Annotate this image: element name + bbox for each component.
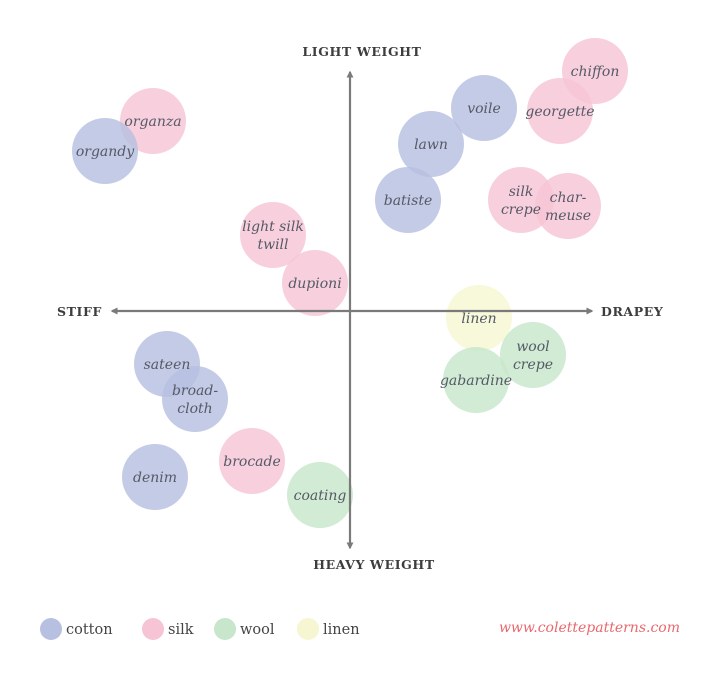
website-credit: www.colettepatterns.com: [499, 620, 680, 636]
axis-label-right: DRAPEY: [601, 304, 664, 319]
legend-item-linen: linen: [297, 618, 360, 640]
axis-label-top: LIGHT WEIGHT: [302, 44, 421, 59]
fabric-circle-wool-crepe: [500, 322, 566, 388]
fabric-label-wool-crepe: wool crepe: [513, 339, 553, 373]
legend-label-linen: linen: [323, 622, 360, 638]
legend-swatch-cotton: [40, 618, 62, 640]
fabric-circle-denim: [122, 444, 188, 510]
axes: [110, 70, 594, 550]
fabric-circle-georgette: [527, 78, 593, 144]
fabric-circle-broadcloth: [162, 366, 228, 432]
fabric-circle-linen: [446, 285, 512, 351]
fabric-label-line: georgette: [525, 104, 594, 120]
fabric-label-line: voile: [467, 101, 501, 117]
fabric-circle-organdy: [72, 118, 138, 184]
fabric-label-line: denim: [133, 470, 177, 486]
fabric-label-line: silk: [509, 184, 534, 200]
fabric-label-line: lawn: [414, 137, 448, 153]
fabric-circle-voile: [451, 75, 517, 141]
fabric-label-line: linen: [461, 311, 496, 327]
fabric-circle-coating: [287, 462, 353, 528]
fabric-label-dupioni: dupioni: [288, 276, 341, 292]
fabric-label-brocade: brocade: [223, 454, 281, 470]
fabric-label-line: dupioni: [288, 276, 341, 292]
fabric-label-batiste: batiste: [384, 193, 433, 209]
legend-swatch-silk: [142, 618, 164, 640]
fabric-circle-charmeuse: [535, 173, 601, 239]
fabric-label-linen: linen: [461, 311, 496, 327]
fabric-label-line: wool: [516, 339, 549, 355]
fabric-circle-gabardine: [443, 347, 509, 413]
legend-swatch-linen: [297, 618, 319, 640]
fabric-circle-lawn: [398, 111, 464, 177]
fabric-circles: [72, 38, 628, 528]
fabric-label-chiffon: chiffon: [571, 64, 620, 80]
legend-label-cotton: cotton: [66, 622, 113, 638]
axis-label-left: STIFF: [57, 304, 102, 319]
legend-item-cotton: cotton: [40, 618, 113, 640]
fabric-label-broadcloth: broad-cloth: [172, 383, 218, 417]
fabric-label-charmeuse: char-meuse: [545, 190, 591, 224]
fabric-labels: organza organdy chiffon voile georgette lawn b…: [76, 64, 620, 504]
fabric-label-silk-crepe: silk crepe: [501, 184, 541, 218]
legend-item-silk: silk: [142, 618, 194, 640]
fabric-label-line: crepe: [513, 357, 553, 373]
fabric-label-line: brocade: [223, 454, 281, 470]
fabric-label-sateen: sateen: [144, 357, 191, 373]
fabric-label-georgette: georgette: [525, 104, 594, 120]
fabric-circle-brocade: [219, 428, 285, 494]
axis-label-bottom: HEAVY WEIGHT: [313, 557, 435, 572]
fabric-label-line: broad-: [172, 383, 218, 399]
fabric-label-line: cloth: [177, 401, 212, 417]
fabric-label-line: twill: [257, 237, 288, 253]
fabric-label-line: organdy: [76, 144, 135, 160]
fabric-label-line: organza: [124, 114, 181, 130]
fabric-label-coating: coating: [294, 488, 347, 504]
fabric-label-line: gabardine: [440, 373, 512, 389]
fabric-bubbles: organza organdy chiffon voile georgette lawn b…: [72, 38, 628, 528]
fabric-label-line: light silk: [242, 219, 304, 235]
fabric-circle-organza: [120, 88, 186, 154]
legend-item-wool: wool: [214, 618, 275, 640]
fabric-label-line: sateen: [144, 357, 191, 373]
fabric-label-line: coating: [294, 488, 347, 504]
fabric-label-voile: voile: [467, 101, 501, 117]
fabric-label-line: char-: [550, 190, 587, 206]
fabric-label-line: chiffon: [571, 64, 620, 80]
legend-swatch-wool: [214, 618, 236, 640]
fabric-label-lawn: lawn: [414, 137, 448, 153]
fabric-label-denim: denim: [133, 470, 177, 486]
fabric-label-line: crepe: [501, 202, 541, 218]
fabric-circle-light-silk-twill: [240, 202, 306, 268]
legend: cotton silk wool linen: [40, 618, 360, 640]
fabric-label-line: meuse: [545, 208, 591, 224]
fabric-label-organza: organza: [124, 114, 181, 130]
fabric-label-line: batiste: [384, 193, 433, 209]
legend-label-wool: wool: [240, 622, 275, 638]
fabric-label-organdy: organdy: [76, 144, 135, 160]
fabric-label-gabardine: gabardine: [440, 373, 512, 389]
fabric-circle-batiste: [375, 167, 441, 233]
fabric-label-light-silk-twill: light silk twill: [242, 219, 304, 253]
legend-label-silk: silk: [168, 622, 194, 638]
fabric-circle-dupioni: [282, 250, 348, 316]
